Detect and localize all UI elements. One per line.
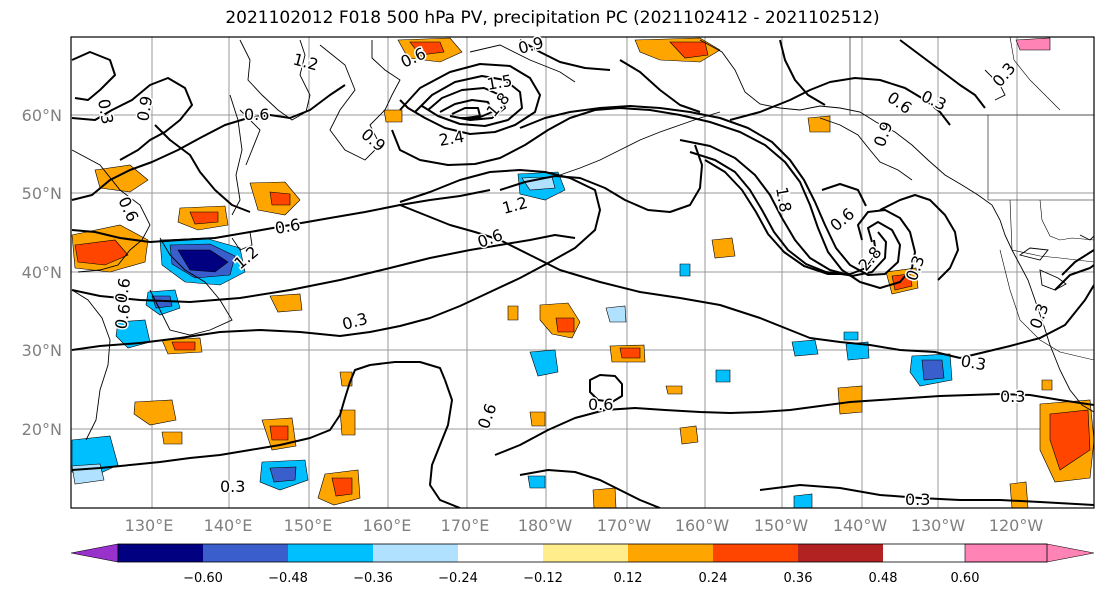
- contour-label: 0.3: [905, 490, 930, 509]
- colorbar-tick-label: −0.48: [268, 571, 308, 586]
- colorbar-tick-label: 0.60: [951, 571, 980, 586]
- colorbar-extend-max: [964, 543, 1095, 563]
- contour-label: 2.4: [437, 127, 465, 150]
- colorbar-tick-label: 0.12: [614, 571, 643, 586]
- colorbar-tick-label: −0.36: [353, 571, 393, 586]
- lon-label: 120°W: [989, 516, 1044, 535]
- colorbar-extend-min: [70, 543, 119, 563]
- lon-label: 170°E: [441, 516, 490, 535]
- contour-label: 0.3: [94, 97, 117, 125]
- lon-label: 130°E: [125, 516, 174, 535]
- colorbar-tick-label: −0.24: [438, 571, 478, 586]
- pv-contours: [71, 39, 1094, 508]
- colorbar-segment: [628, 544, 713, 562]
- lat-label: 20°N: [22, 420, 62, 439]
- colorbar-segment: [373, 544, 458, 562]
- lat-label: 30°N: [22, 341, 62, 360]
- contour-labels: 0.3 0.9 1.2 0.6 0.9 0.6 1.5 2.4 1.8 0.9 …: [93, 31, 1054, 510]
- contour-label: 0.6: [111, 302, 134, 330]
- colorbar-segment: [203, 544, 288, 562]
- contour-label: 0.6: [244, 105, 269, 124]
- colorbar: −0.60 −0.48 −0.36 −0.24 −0.12 0.12 0.24 …: [70, 543, 1095, 586]
- colorbar-segment: [713, 544, 798, 562]
- colorbar-segment: [543, 544, 628, 562]
- lon-label: 180°W: [518, 516, 573, 535]
- colorbar-tick-label: −0.60: [183, 571, 223, 586]
- lon-label: 140°W: [833, 516, 888, 535]
- colorbar-ticks: −0.60 −0.48 −0.36 −0.24 −0.12 0.12 0.24 …: [183, 571, 979, 586]
- lon-label: 160°W: [675, 516, 730, 535]
- lon-label: 150°W: [754, 516, 809, 535]
- political-borders: [849, 37, 1094, 361]
- longitude-labels: 130°E 140°E 150°E 160°E 170°E 180°W 170°…: [125, 516, 1044, 535]
- colorbar-frame: [117, 543, 1048, 563]
- lat-label: 50°N: [22, 184, 62, 203]
- colorbar-segment: [288, 544, 373, 562]
- contour-label: 0.3: [1000, 387, 1025, 406]
- coastlines: [71, 39, 1094, 441]
- contour-label: 1.5: [485, 71, 513, 94]
- contour-label: 0.6: [273, 215, 301, 238]
- latitude-labels: 60°N 50°N 40°N 30°N 20°N: [22, 106, 62, 439]
- contour-label: 0.6: [588, 395, 613, 414]
- map-frame: [70, 36, 1095, 509]
- colorbar-tick-label: −0.12: [523, 571, 563, 586]
- colorbar-tick-label: 0.24: [699, 571, 728, 586]
- lon-label: 170°W: [597, 516, 652, 535]
- colorbar-segment: [798, 544, 883, 562]
- contour-label: 0.3: [220, 477, 245, 496]
- lat-label: 40°N: [22, 263, 62, 282]
- lon-label: 150°E: [284, 516, 333, 535]
- contour-label: 0.3: [959, 351, 987, 374]
- precipitation-shading: [71, 37, 1094, 508]
- lon-label: 140°E: [204, 516, 253, 535]
- colorbar-segment: [118, 544, 203, 562]
- lon-label: 160°E: [363, 516, 412, 535]
- map-title: 2021102012 F018 500 hPa PV, precipitatio…: [225, 8, 880, 28]
- lat-label: 60°N: [22, 106, 62, 125]
- colorbar-segment: [458, 544, 543, 562]
- colorbar-tick-label: 0.36: [784, 571, 813, 586]
- colorbar-tick-label: 0.48: [869, 571, 898, 586]
- lon-label: 130°W: [911, 516, 966, 535]
